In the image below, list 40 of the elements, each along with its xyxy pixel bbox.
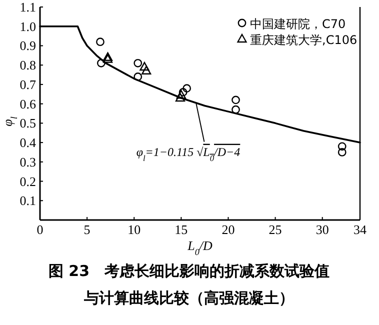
y-tick-label: 0.6 (20, 96, 36, 112)
y-tick-label: 0.4 (20, 135, 36, 150)
point (102, 54, 113, 63)
y-tick-label: 0.8 (20, 58, 36, 73)
x-tick-label: 20 (222, 222, 235, 237)
point (96, 38, 104, 46)
x-tick-label: 34 (354, 222, 367, 237)
annotation: φ$_{l}$=1−0.115 √L$_{0}$/D−4 (136, 144, 240, 162)
x-tick-label: 0 (36, 222, 44, 237)
point (96, 58, 106, 68)
y-tick-label: 0.9 (20, 38, 36, 54)
point (232, 96, 240, 104)
point (142, 66, 152, 74)
point (182, 84, 192, 93)
x-tick-label: 5 (84, 222, 90, 237)
point (134, 58, 142, 68)
x-tick-label: 30 (316, 222, 329, 237)
point (176, 90, 186, 99)
point (175, 92, 186, 102)
y-tick-label: 1.1 (20, 0, 36, 14)
point (338, 142, 346, 151)
point (134, 72, 142, 81)
point (232, 105, 240, 114)
point (140, 62, 150, 71)
y-tick-label: 0.2 (20, 174, 36, 189)
x-tick-label: 25 (268, 222, 282, 237)
legend-label: 重庆建筑大学,C106 (250, 33, 358, 47)
x-axis-title: L$_{0}$/D (186, 238, 213, 257)
y-tick-label: 0.3 (20, 154, 36, 170)
point (102, 52, 113, 61)
y-tick-label: 0.7 (20, 76, 36, 92)
x-tick-label: 10 (128, 222, 141, 237)
x-tick-label: 15 (174, 222, 188, 237)
legend-label: 中国建研院，C70 (250, 17, 346, 31)
y-tick-label: 0.1 (20, 193, 36, 208)
y-tick-label: 0.5 (20, 116, 36, 131)
y-tick-label: 1.0 (20, 18, 36, 34)
point (338, 148, 346, 156)
point (178, 88, 188, 96)
text: 图 23 考虑长细比影响的折减系数试验值与计算曲线比较（高强混凝土） (48, 262, 330, 307)
